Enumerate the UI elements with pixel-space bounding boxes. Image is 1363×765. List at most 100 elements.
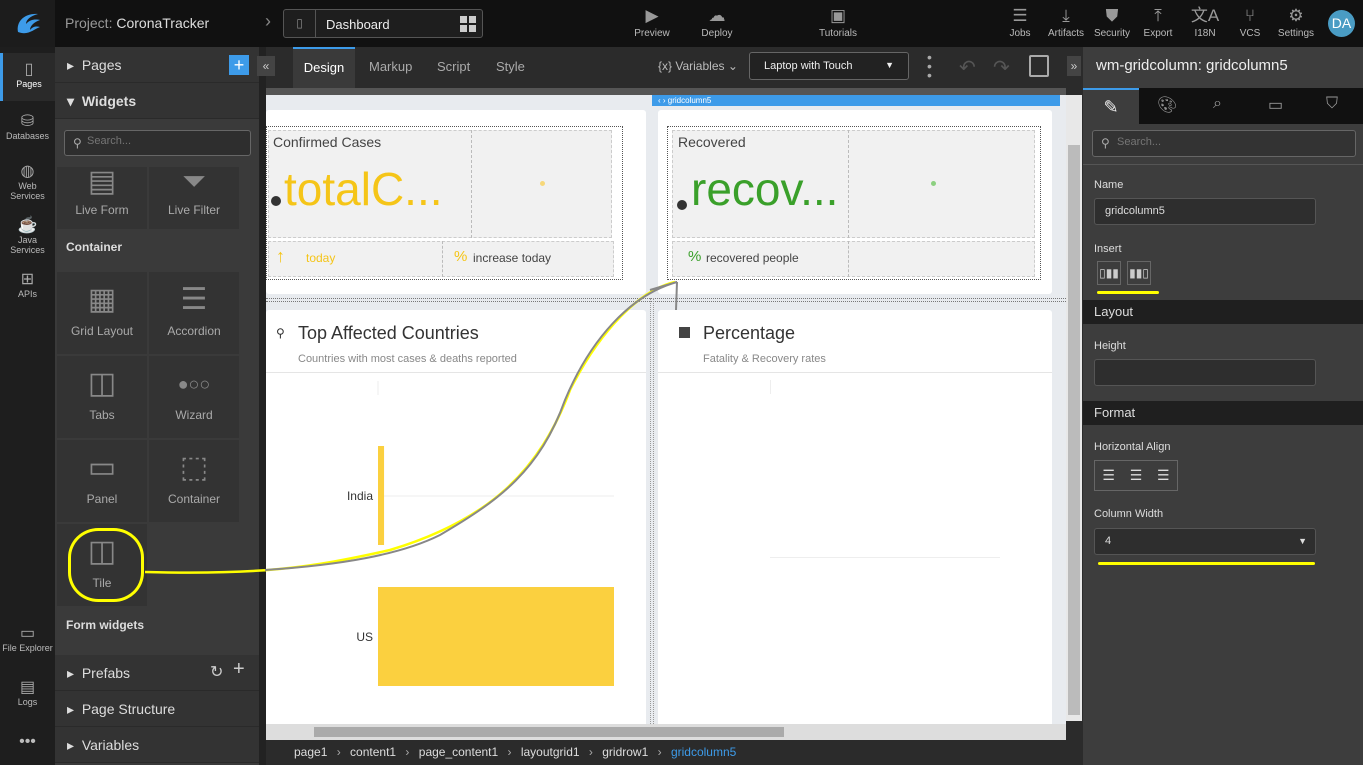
column-width-select[interactable]: 4 ▼ bbox=[1094, 528, 1316, 555]
breadcrumb-item[interactable]: content1 bbox=[350, 745, 397, 759]
collapse-left-button[interactable]: « bbox=[257, 56, 275, 76]
security-button[interactable]: ⛊ Security bbox=[1093, 6, 1131, 39]
wizard-icon: ●○○ bbox=[177, 374, 211, 394]
undo-icon[interactable]: ↶ bbox=[959, 57, 976, 79]
page-selector[interactable]: ▯ Dashboard bbox=[283, 9, 483, 38]
redo-icon[interactable]: ↷ bbox=[993, 57, 1010, 79]
vcs-button[interactable]: ⑂ VCS bbox=[1235, 4, 1265, 39]
settings-button[interactable]: ⚙ Settings bbox=[1277, 6, 1315, 39]
name-input[interactable]: gridcolumn5 bbox=[1094, 198, 1316, 225]
percentage-card[interactable]: Percentage Fatality & Recovery rates bbox=[658, 310, 1052, 740]
percent-icon: % bbox=[454, 248, 468, 265]
annotation-circle bbox=[68, 528, 144, 602]
style-tab-palette-icon[interactable]: 🎨︎ bbox=[1157, 97, 1178, 114]
save-icon[interactable] bbox=[1029, 55, 1049, 77]
widget-wizard[interactable]: ●○○ Wizard bbox=[149, 356, 239, 438]
vertical-scrollbar[interactable] bbox=[1066, 95, 1082, 721]
variables-dropdown[interactable]: {x} Variables ⌄ bbox=[658, 59, 738, 73]
horizontal-scrollbar[interactable] bbox=[266, 724, 1066, 740]
breadcrumb-item[interactable]: gridcolumn5 bbox=[670, 745, 737, 759]
search-icon: ⚲ bbox=[73, 136, 82, 150]
widgets-section[interactable]: ▾ Widgets bbox=[55, 83, 259, 119]
security-tab-shield-icon[interactable]: ⛉ bbox=[1326, 95, 1339, 112]
more-options-icon[interactable]: • • • bbox=[927, 49, 932, 83]
refresh-icon[interactable]: ↻ bbox=[210, 664, 224, 681]
widget-grid-layout[interactable]: ▦ Grid Layout bbox=[57, 272, 147, 354]
widget-container[interactable]: ⬚ Container bbox=[149, 440, 239, 522]
selected-tag[interactable]: ‹ › gridcolumn5 bbox=[652, 95, 1060, 106]
deploy-button[interactable]: ☁ Deploy bbox=[697, 4, 737, 39]
artifacts-button[interactable]: ⤓ Artifacts bbox=[1045, 4, 1087, 39]
add-prefab-button[interactable]: + bbox=[233, 658, 245, 680]
rail-file-explorer[interactable]: ▭ File Explorer bbox=[0, 623, 55, 653]
rail-java-services[interactable]: ☕ Java Services bbox=[0, 215, 55, 255]
confirmed-value: totalC... bbox=[284, 163, 443, 215]
container-icon: ⬚ bbox=[179, 451, 209, 484]
upload-icon: ⤒ bbox=[1154, 6, 1162, 25]
tab-markup[interactable]: Markup bbox=[369, 59, 413, 74]
breadcrumb-item[interactable]: gridrow1 bbox=[602, 745, 649, 759]
confirmed-card[interactable]: Confirmed Cases totalC... ↑ today % incr… bbox=[266, 110, 646, 294]
align-left-icon[interactable]: ☰ bbox=[1102, 467, 1115, 483]
property-search[interactable]: ⚲ bbox=[1092, 130, 1356, 157]
widget-search[interactable]: ⚲ bbox=[64, 130, 251, 156]
properties-title: wm-gridcolumn: gridcolumn5 bbox=[1096, 57, 1288, 74]
widget-search-input[interactable] bbox=[87, 135, 237, 147]
tab-design[interactable]: Design bbox=[293, 47, 355, 88]
rail-pages[interactable]: ▯ Pages bbox=[0, 53, 55, 101]
widget-accordion[interactable]: ☰ Accordion bbox=[149, 272, 239, 354]
accordion-icon: ☰ bbox=[180, 283, 208, 316]
variables-section[interactable]: ▸ Variables bbox=[55, 727, 259, 763]
link-icon bbox=[271, 196, 281, 206]
design-canvas[interactable]: ‹ › gridcolumn5 Confirmed Cases totalC..… bbox=[266, 88, 1066, 740]
jobs-button[interactable]: ☰ Jobs bbox=[1005, 4, 1035, 39]
rail-apis[interactable]: ⊞ APIs bbox=[0, 269, 55, 299]
widget-live-filter[interactable]: ⏷ Live Filter bbox=[149, 167, 239, 229]
grid-icon[interactable] bbox=[460, 16, 476, 32]
widget-panel[interactable]: ▭ Panel bbox=[57, 440, 147, 522]
i18n-button[interactable]: 文A I18N bbox=[1190, 6, 1220, 39]
form-icon: ▤ bbox=[87, 165, 117, 198]
export-button[interactable]: ⤒ Export bbox=[1141, 4, 1175, 39]
tab-script[interactable]: Script bbox=[437, 59, 471, 74]
widget-live-form[interactable]: ▤ Live Form bbox=[57, 167, 147, 229]
page-structure-section[interactable]: ▸ Page Structure bbox=[55, 691, 259, 727]
breadcrumb-item[interactable]: page1 bbox=[294, 745, 328, 759]
link-icon bbox=[677, 200, 687, 210]
rail-databases[interactable]: ⛁ Databases bbox=[0, 111, 55, 141]
rail-web-services[interactable]: ◍ Web Services bbox=[0, 161, 55, 201]
height-input[interactable] bbox=[1094, 359, 1316, 386]
panel-splitter[interactable] bbox=[259, 47, 266, 765]
collapse-right-button[interactable]: » bbox=[1067, 56, 1081, 76]
add-page-button[interactable]: + bbox=[229, 55, 249, 75]
more-icon[interactable]: ••• bbox=[19, 733, 36, 750]
device-select[interactable]: Laptop with Touch ▼ bbox=[749, 52, 909, 80]
events-tab-cursor-icon[interactable]: ⌕ bbox=[1213, 95, 1222, 112]
avatar[interactable]: DA bbox=[1328, 10, 1355, 37]
breadcrumb-item[interactable]: layoutgrid1 bbox=[520, 745, 580, 759]
youtube-icon: ▣ bbox=[829, 6, 847, 25]
height-label: Height bbox=[1094, 340, 1126, 352]
pages-section[interactable]: ▸ Pages bbox=[55, 47, 259, 83]
project-label: Project: CoronaTracker bbox=[65, 15, 210, 31]
left-rail: ▯ Pages ⛁ Databases ◍ Web Services ☕ Java Se… bbox=[0, 47, 55, 765]
align-right-icon[interactable]: ☰ bbox=[1157, 467, 1170, 483]
tutorials-button[interactable]: ▣ Tutorials bbox=[812, 4, 864, 39]
download-icon: ⤓ bbox=[1062, 6, 1070, 25]
widget-tabs[interactable]: ◫ Tabs bbox=[57, 356, 147, 438]
property-search-input[interactable] bbox=[1117, 136, 1337, 148]
database-icon: ⛁ bbox=[20, 113, 35, 130]
prefabs-section[interactable]: ▸ Prefabs bbox=[55, 655, 259, 691]
rail-logs[interactable]: ▤ Logs bbox=[0, 677, 55, 707]
preview-button[interactable]: ▶ Preview bbox=[630, 4, 674, 39]
tab-style[interactable]: Style bbox=[496, 59, 525, 74]
insert-right-button[interactable]: ▮▮▯ bbox=[1127, 261, 1151, 285]
breadcrumb-item[interactable]: page_content1 bbox=[418, 745, 499, 759]
insert-left-button[interactable]: ▯▮▮ bbox=[1097, 261, 1121, 285]
recovered-card[interactable]: Recovered recov... % recovered people bbox=[658, 110, 1052, 294]
page-name: Dashboard bbox=[326, 17, 390, 32]
align-center-icon[interactable]: ☰ bbox=[1129, 467, 1143, 483]
device-tab-icon[interactable]: ▭ bbox=[1268, 97, 1284, 114]
edit-tab-pencil-icon[interactable]: ✎ bbox=[1083, 88, 1139, 124]
shield-icon: ⛊ bbox=[1105, 6, 1119, 25]
